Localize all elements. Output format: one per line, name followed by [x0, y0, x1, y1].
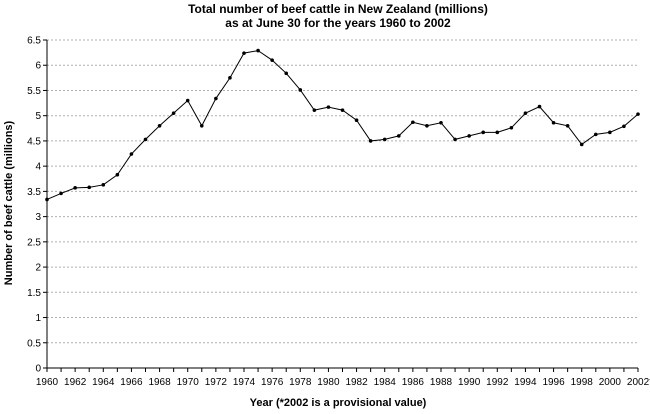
- data-point: [242, 51, 246, 55]
- data-point: [284, 71, 289, 76]
- data-point: [326, 105, 331, 109]
- y-tick-label: 0.5: [27, 338, 41, 349]
- x-tick-label: 1966: [120, 377, 143, 388]
- y-tick-label: 6.5: [27, 36, 41, 47]
- x-tick-label: 1970: [177, 377, 200, 388]
- data-point: [523, 111, 528, 115]
- x-tick-label: 1986: [402, 377, 425, 388]
- x-tick-label: 1972: [205, 377, 228, 388]
- data-point: [101, 183, 106, 187]
- x-tick-label: 2002*: [627, 377, 650, 388]
- x-tick-label: 1962: [64, 377, 87, 388]
- data-point: [551, 120, 556, 125]
- data-point: [537, 104, 542, 109]
- y-tick-label: 2: [35, 263, 41, 274]
- chart-title-line-1: Total number of beef cattle in New Zeala…: [188, 2, 488, 16]
- x-tick-label: 1968: [148, 377, 171, 388]
- chart-title-line-2: as at June 30 for the years 1960 to 2002: [225, 16, 451, 30]
- data-point: [579, 142, 584, 147]
- x-tick-label: 1976: [261, 377, 284, 388]
- y-tick-label: 3: [35, 212, 41, 223]
- y-tick-label: 4: [35, 162, 41, 173]
- data-point: [214, 96, 218, 101]
- data-point: [45, 197, 49, 202]
- x-axis-tick-labels: 1960 1962 1964 1966 1968 1970 1972 1974 1976 1978…: [36, 377, 650, 388]
- x-tick-label: 1988: [430, 377, 453, 388]
- x-tick-label: 1964: [92, 377, 115, 388]
- y-tick-label: 6: [35, 61, 41, 72]
- data-point: [340, 108, 345, 112]
- x-tick-label: 1996: [542, 377, 565, 388]
- data-point: [411, 120, 415, 125]
- y-axis-tick-labels: 0 0.5 1 1.5 2 2.5 3 3.5 4 4.5 5 5.5 6 6.5: [27, 36, 41, 375]
- y-tick-label: 4.5: [27, 136, 41, 147]
- y-axis-label: Number of beef cattle (millions): [3, 120, 15, 285]
- data-point: [185, 98, 190, 103]
- data-point: [87, 185, 92, 190]
- data-point: [143, 137, 148, 142]
- data-point: [157, 123, 162, 128]
- data-point: [425, 123, 429, 128]
- x-axis-label: Year (*2002 is a provisional value): [250, 397, 427, 409]
- data-point: [354, 118, 359, 123]
- series-line: [46, 50, 639, 200]
- x-tick-label: 1984: [374, 377, 397, 388]
- data-point: [593, 132, 598, 137]
- y-tick-label: 5: [35, 111, 41, 122]
- data-point: [495, 130, 500, 135]
- data-point: [199, 123, 204, 128]
- data-point: [312, 108, 317, 112]
- data-point: [228, 76, 232, 80]
- y-tick-label: 0: [35, 364, 41, 375]
- x-tick-label: 2000: [599, 377, 622, 388]
- gridlines: [47, 39, 638, 344]
- y-tick-label: 1: [35, 313, 41, 324]
- data-point: [73, 186, 77, 190]
- x-tick-label: 1960: [36, 377, 59, 388]
- data-point: [467, 134, 471, 138]
- x-tick-label: 1992: [486, 377, 509, 388]
- x-tick-label: 1998: [571, 377, 594, 388]
- data-point: [396, 134, 401, 138]
- data-point: [368, 139, 373, 143]
- x-tick-label: 1994: [514, 377, 537, 388]
- y-tick-label: 3.5: [27, 187, 41, 198]
- data-point: [171, 111, 176, 115]
- x-tick-label: 1980: [317, 377, 340, 388]
- y-tick-label: 5.5: [27, 86, 41, 97]
- y-tick-label: 2.5: [27, 237, 41, 248]
- data-point: [622, 124, 626, 129]
- data-series: [45, 48, 640, 202]
- x-tick-label: 1982: [345, 377, 368, 388]
- data-point: [481, 130, 486, 135]
- x-tick-label: 1974: [233, 377, 256, 388]
- data-point: [382, 137, 387, 142]
- x-tick-label: 1978: [289, 377, 312, 388]
- data-point: [439, 120, 443, 125]
- axes: [43, 39, 639, 372]
- data-point: [509, 126, 514, 130]
- data-point: [270, 58, 274, 62]
- y-tick-label: 1.5: [27, 288, 41, 299]
- data-point: [298, 88, 303, 92]
- data-point: [256, 48, 260, 53]
- data-point: [129, 152, 134, 156]
- data-point: [115, 172, 120, 177]
- data-point: [608, 130, 612, 135]
- data-point: [565, 123, 570, 128]
- data-point: [453, 137, 457, 142]
- data-point: [636, 112, 640, 116]
- data-point: [59, 191, 63, 196]
- x-tick-label: 1990: [458, 377, 481, 388]
